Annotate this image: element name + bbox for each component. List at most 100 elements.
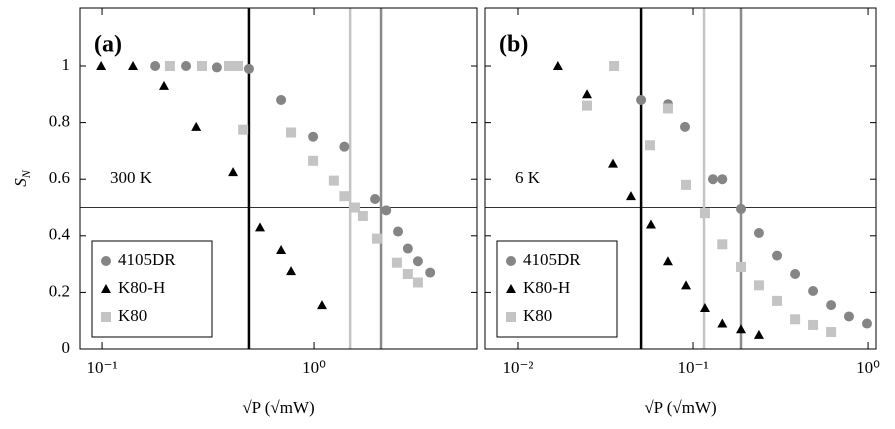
- marker-triangle: [753, 329, 764, 339]
- marker-square: [681, 179, 692, 190]
- y-axis-label-main: S: [11, 178, 30, 187]
- marker-triangle: [128, 61, 139, 71]
- marker-square: [645, 140, 656, 151]
- marker-triangle: [699, 302, 710, 312]
- marker-square: [233, 61, 244, 72]
- marker-circle: [707, 174, 718, 185]
- marker-triangle: [228, 167, 239, 177]
- legend-label: K80: [118, 306, 147, 325]
- x-axis-label: √P (√mW): [242, 398, 314, 417]
- y-tick-label: 0.6: [49, 168, 70, 187]
- marker-square: [328, 175, 339, 186]
- x-tick-label: 10⁻¹: [87, 358, 118, 377]
- marker-circle: [393, 226, 404, 237]
- legend-marker: [506, 284, 516, 293]
- marker-circle: [808, 285, 819, 296]
- marker-square: [371, 233, 382, 244]
- plot-frame: [79, 7, 478, 350]
- marker-circle: [861, 318, 872, 329]
- x-tick-label: 10⁻¹: [677, 358, 708, 377]
- legend-label: K80-H: [523, 278, 570, 297]
- marker-circle: [211, 62, 222, 73]
- marker-square: [339, 191, 350, 202]
- marker-triangle: [316, 300, 327, 310]
- marker-triangle: [552, 61, 563, 71]
- marker-circle: [425, 267, 436, 278]
- marker-circle: [381, 205, 392, 216]
- marker-triangle: [625, 191, 636, 201]
- x-axis-label: √P (√mW): [644, 398, 716, 417]
- marker-circle: [680, 121, 691, 132]
- legend-marker: [101, 312, 111, 322]
- legend-label: 4105DR: [523, 250, 581, 269]
- marker-triangle: [607, 158, 618, 168]
- marker-circle: [150, 61, 161, 72]
- marker-triangle: [681, 280, 692, 290]
- marker-square: [196, 61, 207, 72]
- marker-circle: [308, 131, 319, 142]
- marker-square: [402, 269, 413, 280]
- condition-note: 300 K: [110, 168, 153, 187]
- marker-circle: [790, 269, 801, 280]
- panel-label: (a): [94, 32, 122, 58]
- marker-square: [699, 208, 710, 219]
- marker-square: [349, 202, 360, 213]
- marker-circle: [276, 94, 287, 105]
- legend-marker: [506, 312, 516, 322]
- marker-circle: [843, 311, 854, 322]
- plot-frame: [484, 7, 877, 350]
- marker-circle: [243, 63, 254, 74]
- marker-square: [357, 210, 368, 221]
- marker-triangle: [96, 61, 107, 71]
- marker-triangle: [255, 222, 266, 232]
- marker-square: [308, 155, 319, 166]
- y-tick-label: 0: [62, 338, 71, 357]
- marker-circle: [636, 94, 647, 105]
- legend-label: K80: [523, 306, 552, 325]
- marker-circle: [339, 141, 350, 152]
- legend-box: [91, 240, 213, 338]
- marker-triangle: [276, 244, 287, 254]
- y-tick-label: 0.8: [49, 112, 70, 131]
- legend-marker: [101, 284, 111, 293]
- y-tick-label: 1: [62, 55, 71, 74]
- marker-square: [223, 61, 234, 72]
- legend-label: 4105DR: [118, 250, 176, 269]
- marker-square: [753, 280, 764, 291]
- marker-circle: [412, 256, 423, 267]
- marker-circle: [402, 243, 413, 254]
- y-tick-label: 0.2: [49, 281, 70, 300]
- x-tick-label: 10⁰: [302, 358, 326, 377]
- legend-label: K80-H: [118, 278, 165, 297]
- marker-triangle: [159, 80, 170, 90]
- legend-marker: [101, 256, 111, 266]
- legend-box: [496, 240, 618, 338]
- marker-square: [164, 61, 175, 72]
- marker-triangle: [662, 256, 673, 266]
- marker-square: [582, 100, 593, 111]
- marker-square: [790, 314, 801, 325]
- x-tick-label: 10⁻²: [502, 358, 533, 377]
- y-axis-label-sub: N: [19, 169, 33, 179]
- y-tick-label: 0.4: [49, 225, 71, 244]
- y-axis-label: SN: [11, 169, 33, 187]
- marker-triangle: [736, 324, 747, 334]
- marker-square: [662, 103, 673, 114]
- marker-triangle: [191, 121, 202, 131]
- marker-square: [391, 257, 402, 268]
- marker-square: [609, 61, 620, 72]
- marker-triangle: [645, 219, 656, 229]
- condition-note: 6 K: [515, 168, 541, 187]
- marker-square: [286, 127, 297, 138]
- marker-circle: [753, 227, 764, 238]
- panel-label: (b): [499, 32, 528, 58]
- legend-marker: [506, 256, 516, 266]
- marker-triangle: [717, 318, 728, 328]
- marker-triangle: [286, 266, 297, 276]
- x-tick-label: 10⁰: [856, 358, 880, 377]
- marker-circle: [370, 194, 381, 205]
- marker-circle: [826, 300, 837, 311]
- marker-square: [736, 261, 747, 272]
- marker-circle: [717, 174, 728, 185]
